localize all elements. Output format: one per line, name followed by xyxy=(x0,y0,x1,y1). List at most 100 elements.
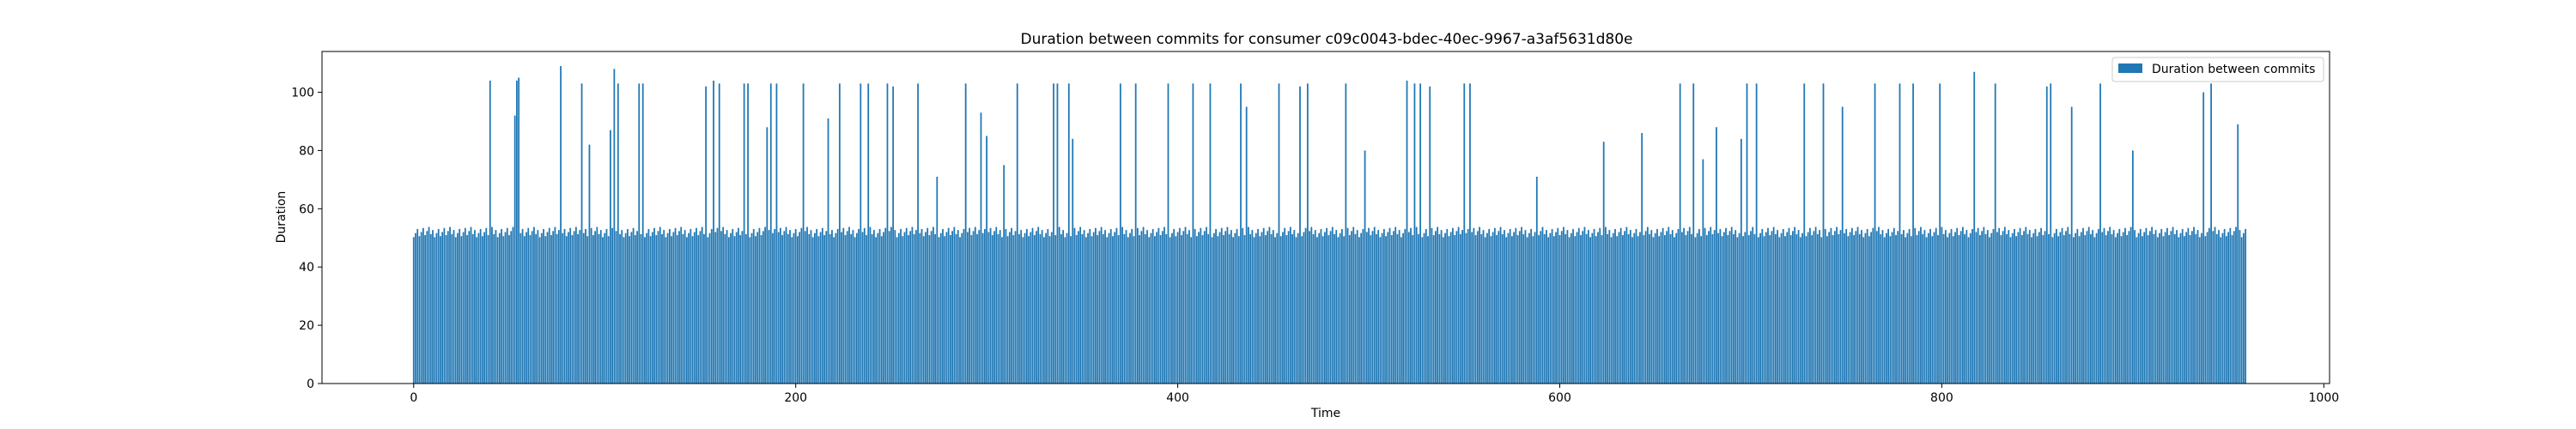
bar xyxy=(1922,233,1924,384)
bar xyxy=(1973,71,1976,384)
bar xyxy=(947,227,950,384)
bar xyxy=(894,230,896,384)
bar xyxy=(1316,237,1318,384)
bar xyxy=(1833,231,1836,384)
bar xyxy=(1421,237,1424,384)
bar xyxy=(976,233,978,384)
bar xyxy=(2218,230,2220,384)
bar xyxy=(2038,232,2040,384)
bar xyxy=(1878,227,1880,384)
bar xyxy=(657,231,659,384)
bar xyxy=(666,233,669,384)
bar xyxy=(1844,233,1845,384)
bar xyxy=(846,231,848,384)
bar xyxy=(526,232,527,384)
bar xyxy=(730,233,732,384)
bar xyxy=(1474,235,1477,384)
bar xyxy=(1624,231,1626,384)
bar xyxy=(1109,228,1112,384)
bar xyxy=(1255,233,1257,384)
bar xyxy=(2202,92,2205,384)
bar xyxy=(1003,165,1005,384)
bar xyxy=(1683,227,1685,384)
bar xyxy=(1469,83,1471,384)
bar xyxy=(1215,228,1217,384)
bar xyxy=(1886,233,1887,384)
bar xyxy=(2002,231,2004,384)
bar xyxy=(783,231,786,384)
bar xyxy=(841,232,842,384)
bar xyxy=(1431,227,1433,384)
bar xyxy=(1597,232,1599,384)
bar xyxy=(1747,235,1750,384)
bar xyxy=(1850,227,1853,384)
bar xyxy=(1511,236,1513,384)
bar xyxy=(1580,235,1582,384)
bar xyxy=(1454,235,1456,384)
bar xyxy=(1920,227,1922,384)
bar xyxy=(607,236,610,384)
bar xyxy=(1994,83,1996,384)
bar xyxy=(1742,236,1744,384)
bar xyxy=(799,232,801,384)
bar xyxy=(1062,230,1065,384)
bar xyxy=(440,236,441,384)
bar xyxy=(1297,233,1299,384)
bar xyxy=(1992,228,1995,384)
bar xyxy=(476,237,478,384)
bar xyxy=(1822,83,1825,384)
bar xyxy=(2214,227,2216,384)
bar xyxy=(781,235,784,384)
bar xyxy=(791,237,793,384)
bar xyxy=(1633,233,1636,384)
bar xyxy=(825,231,828,384)
bar xyxy=(1925,237,1928,384)
bar xyxy=(487,235,489,384)
bar xyxy=(1975,232,1978,384)
bar xyxy=(1777,230,1778,384)
bar xyxy=(1377,230,1380,384)
bar xyxy=(2206,232,2208,384)
bar xyxy=(624,233,627,384)
bar xyxy=(1455,231,1458,384)
bar xyxy=(1364,150,1366,384)
bar xyxy=(1334,233,1335,384)
legend: Duration between commits xyxy=(2111,57,2324,82)
bar xyxy=(1119,83,1121,384)
bar xyxy=(2107,231,2109,384)
bar xyxy=(665,237,667,384)
bar xyxy=(1658,236,1661,384)
bar xyxy=(1663,235,1666,384)
bar xyxy=(1700,236,1703,384)
bar xyxy=(605,228,608,384)
bar xyxy=(897,233,900,384)
bar xyxy=(2117,233,2118,384)
bar xyxy=(519,233,522,384)
bar xyxy=(416,228,419,384)
bar xyxy=(1830,227,1832,384)
x-tick-label: 600 xyxy=(1548,391,1571,405)
bar xyxy=(892,86,895,384)
bar xyxy=(1811,235,1814,384)
bar xyxy=(1413,83,1416,384)
bar xyxy=(672,232,675,384)
bar xyxy=(2131,150,2134,384)
x-tick-label: 0 xyxy=(410,391,417,405)
bar xyxy=(2073,237,2075,384)
x-axis-label: Time xyxy=(1310,407,1340,420)
bar xyxy=(1612,233,1614,384)
bar xyxy=(1954,232,1956,384)
bar xyxy=(1028,236,1030,384)
bar xyxy=(953,227,956,384)
bar xyxy=(2225,236,2227,384)
bar xyxy=(738,227,739,384)
bar xyxy=(1358,237,1360,384)
bar xyxy=(1104,230,1106,384)
x-tick-label: 400 xyxy=(1166,391,1189,405)
bar xyxy=(1738,233,1741,384)
bar xyxy=(1828,232,1831,384)
bar xyxy=(2053,233,2056,384)
bar xyxy=(1903,230,1905,384)
bar xyxy=(443,227,446,384)
bar xyxy=(1496,235,1498,384)
